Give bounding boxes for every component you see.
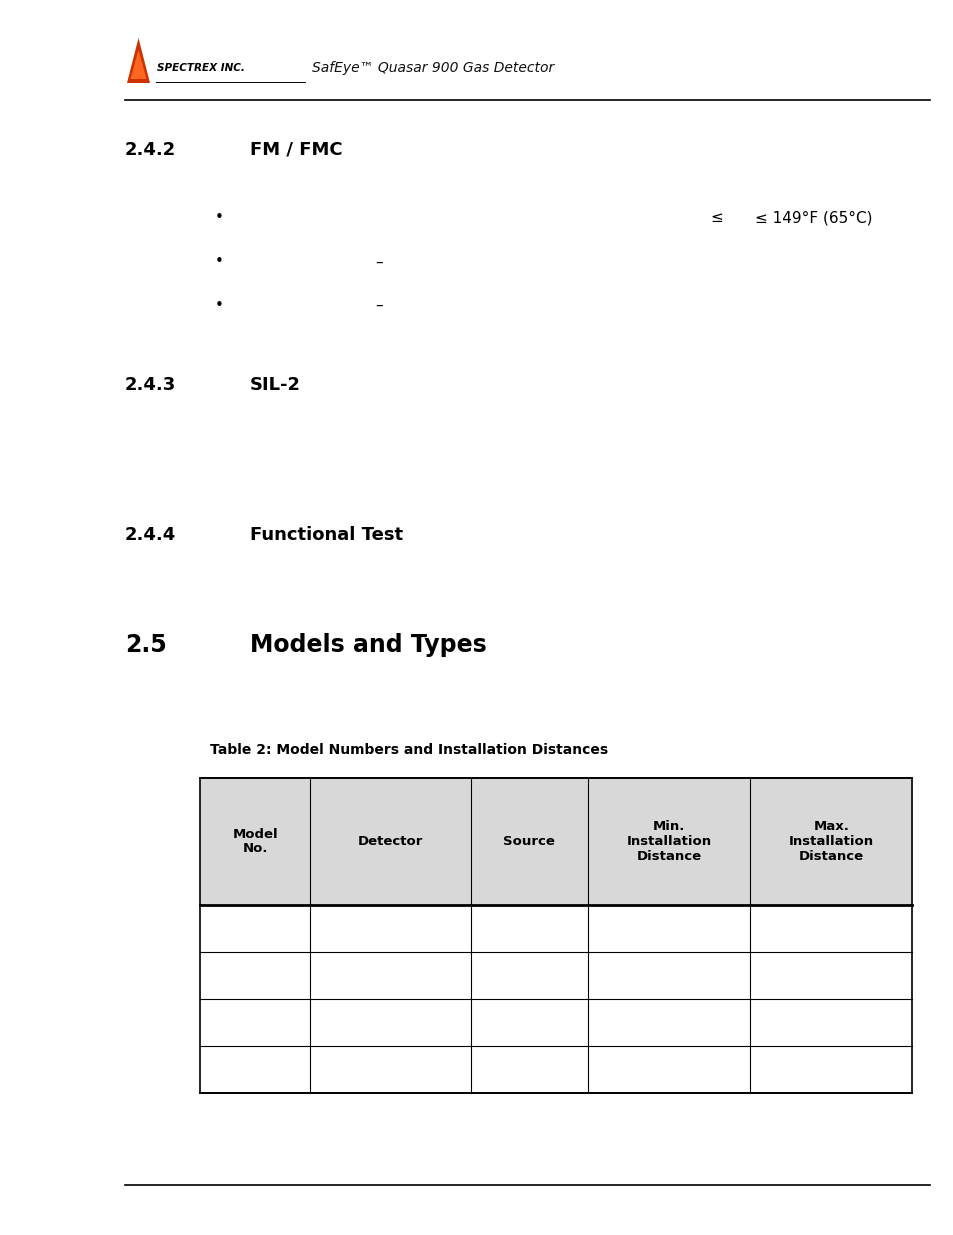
Text: Functional Test: Functional Test [250, 526, 403, 543]
Text: •: • [214, 298, 224, 312]
Bar [200, 778, 911, 1093]
Text: ≤ 149°F (65°C): ≤ 149°F (65°C) [754, 210, 872, 226]
Text: –: – [375, 298, 382, 312]
Bar [750, 778, 912, 905]
Bar [310, 778, 470, 905]
Text: –: – [375, 254, 382, 269]
Text: Min.
Installation
Distance: Min. Installation Distance [626, 820, 711, 863]
Bar [587, 778, 750, 905]
Text: Detector: Detector [357, 835, 423, 848]
Text: Table 2: Model Numbers and Installation Distances: Table 2: Model Numbers and Installation … [210, 743, 607, 757]
Text: 2.4.2: 2.4.2 [125, 141, 176, 159]
Text: SafEye™ Quasar 900 Gas Detector: SafEye™ Quasar 900 Gas Detector [312, 61, 554, 75]
Text: SPECTREX INC.: SPECTREX INC. [157, 63, 245, 73]
Text: Source: Source [503, 835, 555, 848]
Text: 2.4.4: 2.4.4 [125, 526, 176, 543]
Polygon shape [131, 49, 147, 79]
Text: •: • [214, 210, 224, 226]
Bar [470, 778, 587, 905]
Text: FM / FMC: FM / FMC [250, 141, 342, 159]
Text: Max.
Installation
Distance: Max. Installation Distance [788, 820, 873, 863]
Text: SIL-2: SIL-2 [250, 375, 301, 394]
Text: 2.4.3: 2.4.3 [125, 375, 176, 394]
Bar [200, 778, 310, 905]
Text: Model
No.: Model No. [233, 827, 277, 856]
Text: ≤: ≤ [709, 210, 722, 226]
Text: •: • [214, 254, 224, 269]
Polygon shape [127, 38, 150, 83]
Text: 2.5: 2.5 [125, 634, 167, 657]
Text: Models and Types: Models and Types [250, 634, 486, 657]
